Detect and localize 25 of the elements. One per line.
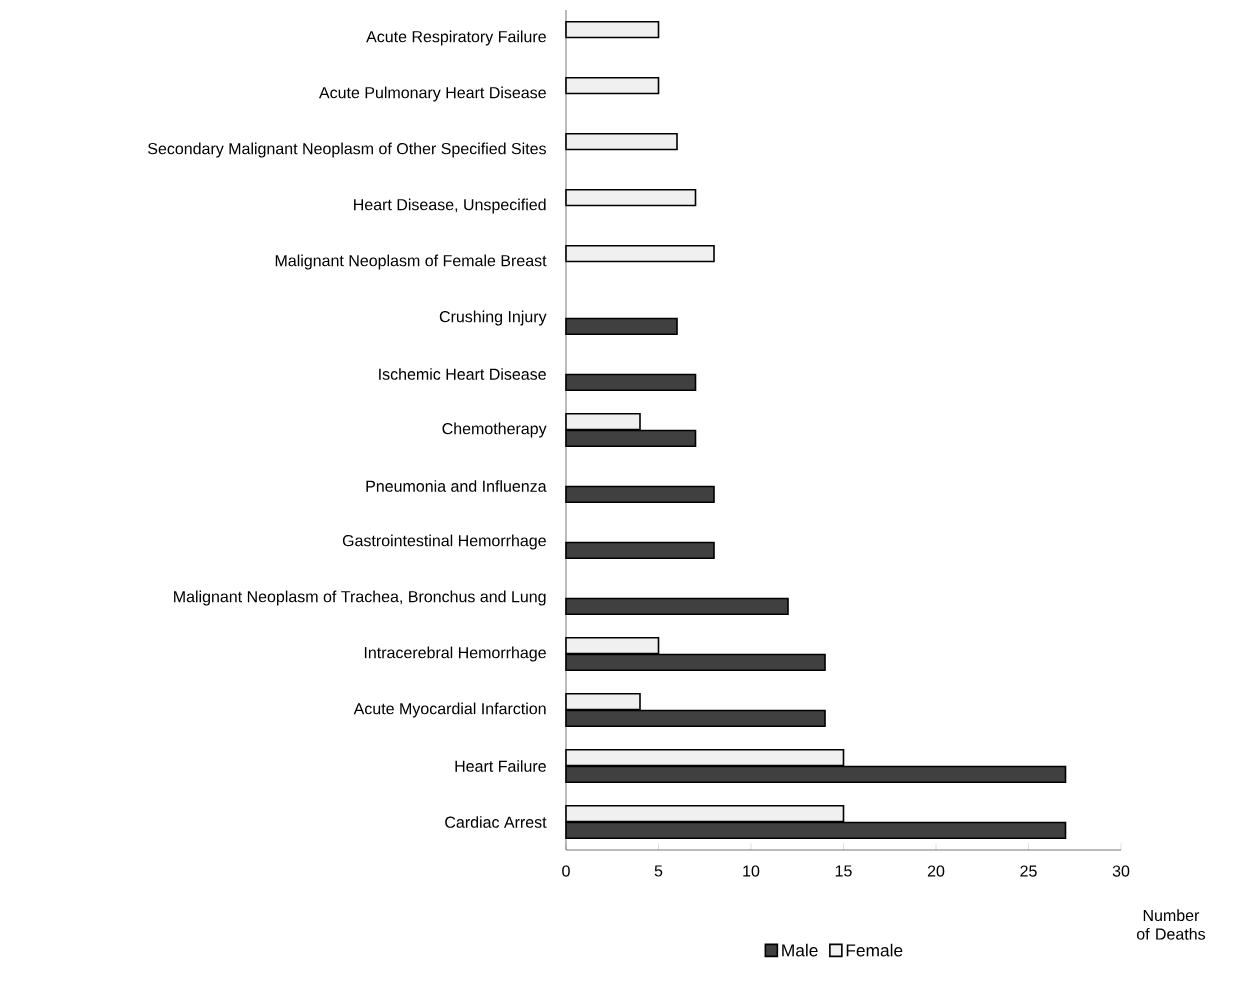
x-axis-title: Number of Deaths bbox=[1136, 909, 1206, 940]
y-tick-label: Acute Pulmonary Heart Disease bbox=[318, 86, 546, 102]
y-tick-label: Malignant Neoplasm of Female Breast bbox=[275, 254, 547, 270]
x-tick-label: 20 bbox=[927, 865, 945, 877]
y-tick-label: Pneumonia and Influenza bbox=[366, 480, 547, 492]
x-tick-label: 25 bbox=[1020, 865, 1037, 877]
y-tick-label: Malignant Neoplasm of Trachea, Bronchus and Lung bbox=[174, 590, 546, 606]
x-tick-label: 30 bbox=[1112, 865, 1130, 877]
y-tick-label: Acute Respiratory Failure bbox=[366, 30, 546, 46]
legend-label: Female bbox=[846, 943, 903, 957]
y-tick-label: Chemotherapy bbox=[442, 422, 547, 438]
y-tick-label: Secondary Malignant Neoplasm of Other Specified Sites bbox=[148, 142, 546, 158]
x-tick-label: 0 bbox=[562, 865, 570, 877]
x-tick-label: 10 bbox=[743, 865, 760, 877]
x-tick-label: 15 bbox=[835, 865, 852, 877]
y-tick-label: Heart Failure bbox=[455, 760, 546, 772]
y-tick-label: Intracerebral Hemorrhage bbox=[364, 646, 546, 662]
y-tick-label: Ischemic Heart Disease bbox=[379, 368, 546, 380]
x-tick-label: 5 bbox=[654, 865, 663, 877]
y-tick-label: Crushing Injury bbox=[439, 310, 547, 326]
legend-label: Male bbox=[782, 943, 818, 957]
y-tick-label: Cardiac Arrest bbox=[445, 816, 547, 828]
y-tick-label: Acute Myocardial Infarction bbox=[353, 702, 546, 718]
y-tick-label: Heart Disease, Unspecified bbox=[354, 198, 546, 214]
y-tick-label: Gastrointestinal Hemorrhage bbox=[342, 534, 546, 550]
